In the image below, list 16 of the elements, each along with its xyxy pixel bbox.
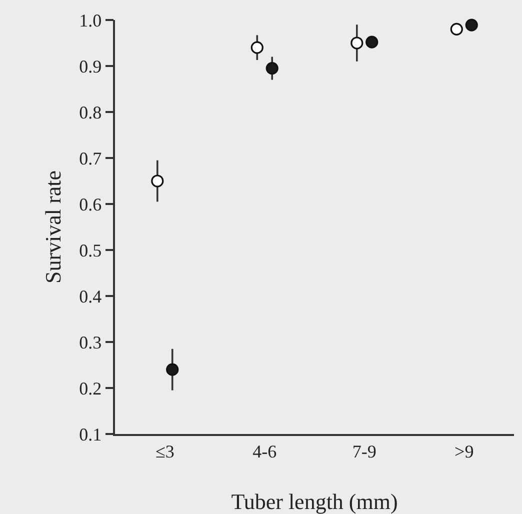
y-tick-label: 0.5 [79, 240, 102, 260]
x-tick-label: 7-9 [352, 441, 376, 462]
y-tick-label: 0.1 [79, 424, 102, 444]
x-axis-title: Tuber length (mm) [231, 489, 398, 514]
y-tick-label: 0.2 [79, 378, 102, 398]
y-tick-label: 0.4 [79, 286, 102, 306]
y-tick-label: 1.0 [79, 10, 102, 30]
y-tick-label: 0.6 [79, 194, 102, 214]
y-axis-title: Survival rate [40, 170, 66, 284]
x-tick-label: ≤3 [155, 441, 174, 462]
y-tick-label: 0.8 [79, 102, 102, 122]
y-tick-label: 0.7 [79, 148, 102, 168]
y-tick-label: 0.9 [79, 56, 102, 76]
y-tick-label: 0.3 [79, 332, 102, 352]
x-tick-label: >9 [454, 441, 474, 462]
x-tick-label: 4-6 [252, 441, 277, 462]
